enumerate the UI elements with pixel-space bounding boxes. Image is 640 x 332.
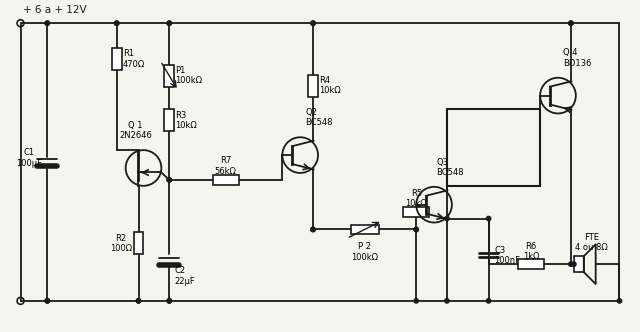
Circle shape — [167, 299, 172, 303]
Circle shape — [311, 227, 316, 232]
Bar — [403, 207, 429, 216]
Circle shape — [167, 178, 172, 182]
Circle shape — [486, 299, 491, 303]
Circle shape — [311, 21, 316, 25]
Circle shape — [311, 21, 316, 25]
Text: R7
56kΩ: R7 56kΩ — [215, 156, 237, 176]
Text: Q2
BC548: Q2 BC548 — [305, 108, 333, 127]
Bar — [308, 75, 318, 97]
Bar — [164, 110, 174, 131]
Bar — [164, 65, 174, 87]
Circle shape — [115, 21, 119, 25]
Circle shape — [45, 21, 49, 25]
Circle shape — [569, 21, 573, 25]
Circle shape — [136, 299, 141, 303]
Text: Q 1
2N2646: Q 1 2N2646 — [119, 121, 152, 140]
Circle shape — [167, 21, 172, 25]
Bar — [574, 256, 584, 272]
Circle shape — [167, 299, 172, 303]
Circle shape — [45, 299, 49, 303]
Circle shape — [414, 299, 419, 303]
Text: C3
100nF: C3 100nF — [495, 246, 520, 265]
Bar — [213, 175, 239, 185]
Text: R1
470Ω: R1 470Ω — [123, 49, 145, 69]
Bar — [351, 224, 378, 234]
Text: R2
100Ω: R2 100Ω — [109, 234, 132, 253]
Circle shape — [618, 299, 621, 303]
Circle shape — [45, 299, 49, 303]
Text: P1
100kΩ: P1 100kΩ — [175, 66, 202, 85]
Text: Q3
BC548: Q3 BC548 — [436, 157, 463, 177]
Bar — [447, 110, 540, 186]
Circle shape — [445, 299, 449, 303]
Text: C2
22μF: C2 22μF — [174, 266, 195, 286]
Circle shape — [311, 227, 316, 232]
Text: Q 4
BD136: Q 4 BD136 — [563, 48, 591, 68]
Text: R3
10kΩ: R3 10kΩ — [175, 111, 197, 130]
Text: R5
10kΩ: R5 10kΩ — [405, 189, 427, 208]
Circle shape — [45, 21, 49, 25]
Circle shape — [569, 21, 573, 25]
Circle shape — [569, 262, 573, 266]
Circle shape — [486, 216, 491, 221]
Circle shape — [414, 227, 419, 232]
Circle shape — [167, 178, 172, 182]
Bar — [518, 259, 544, 269]
Text: FTE
4 ou 8Ω: FTE 4 ou 8Ω — [575, 233, 608, 252]
Circle shape — [115, 21, 119, 25]
Circle shape — [445, 216, 449, 221]
Circle shape — [414, 227, 419, 232]
Text: + 6 a + 12V: + 6 a + 12V — [22, 5, 86, 15]
Bar — [112, 48, 122, 70]
Text: C1
100μF: C1 100μF — [17, 148, 42, 168]
Text: R4
10kΩ: R4 10kΩ — [319, 76, 340, 95]
Circle shape — [136, 299, 141, 303]
Circle shape — [167, 21, 172, 25]
Bar — [134, 232, 143, 254]
Text: R6
1kΩ: R6 1kΩ — [523, 242, 540, 261]
Text: P 2
100kΩ: P 2 100kΩ — [351, 242, 378, 262]
Circle shape — [572, 262, 576, 266]
